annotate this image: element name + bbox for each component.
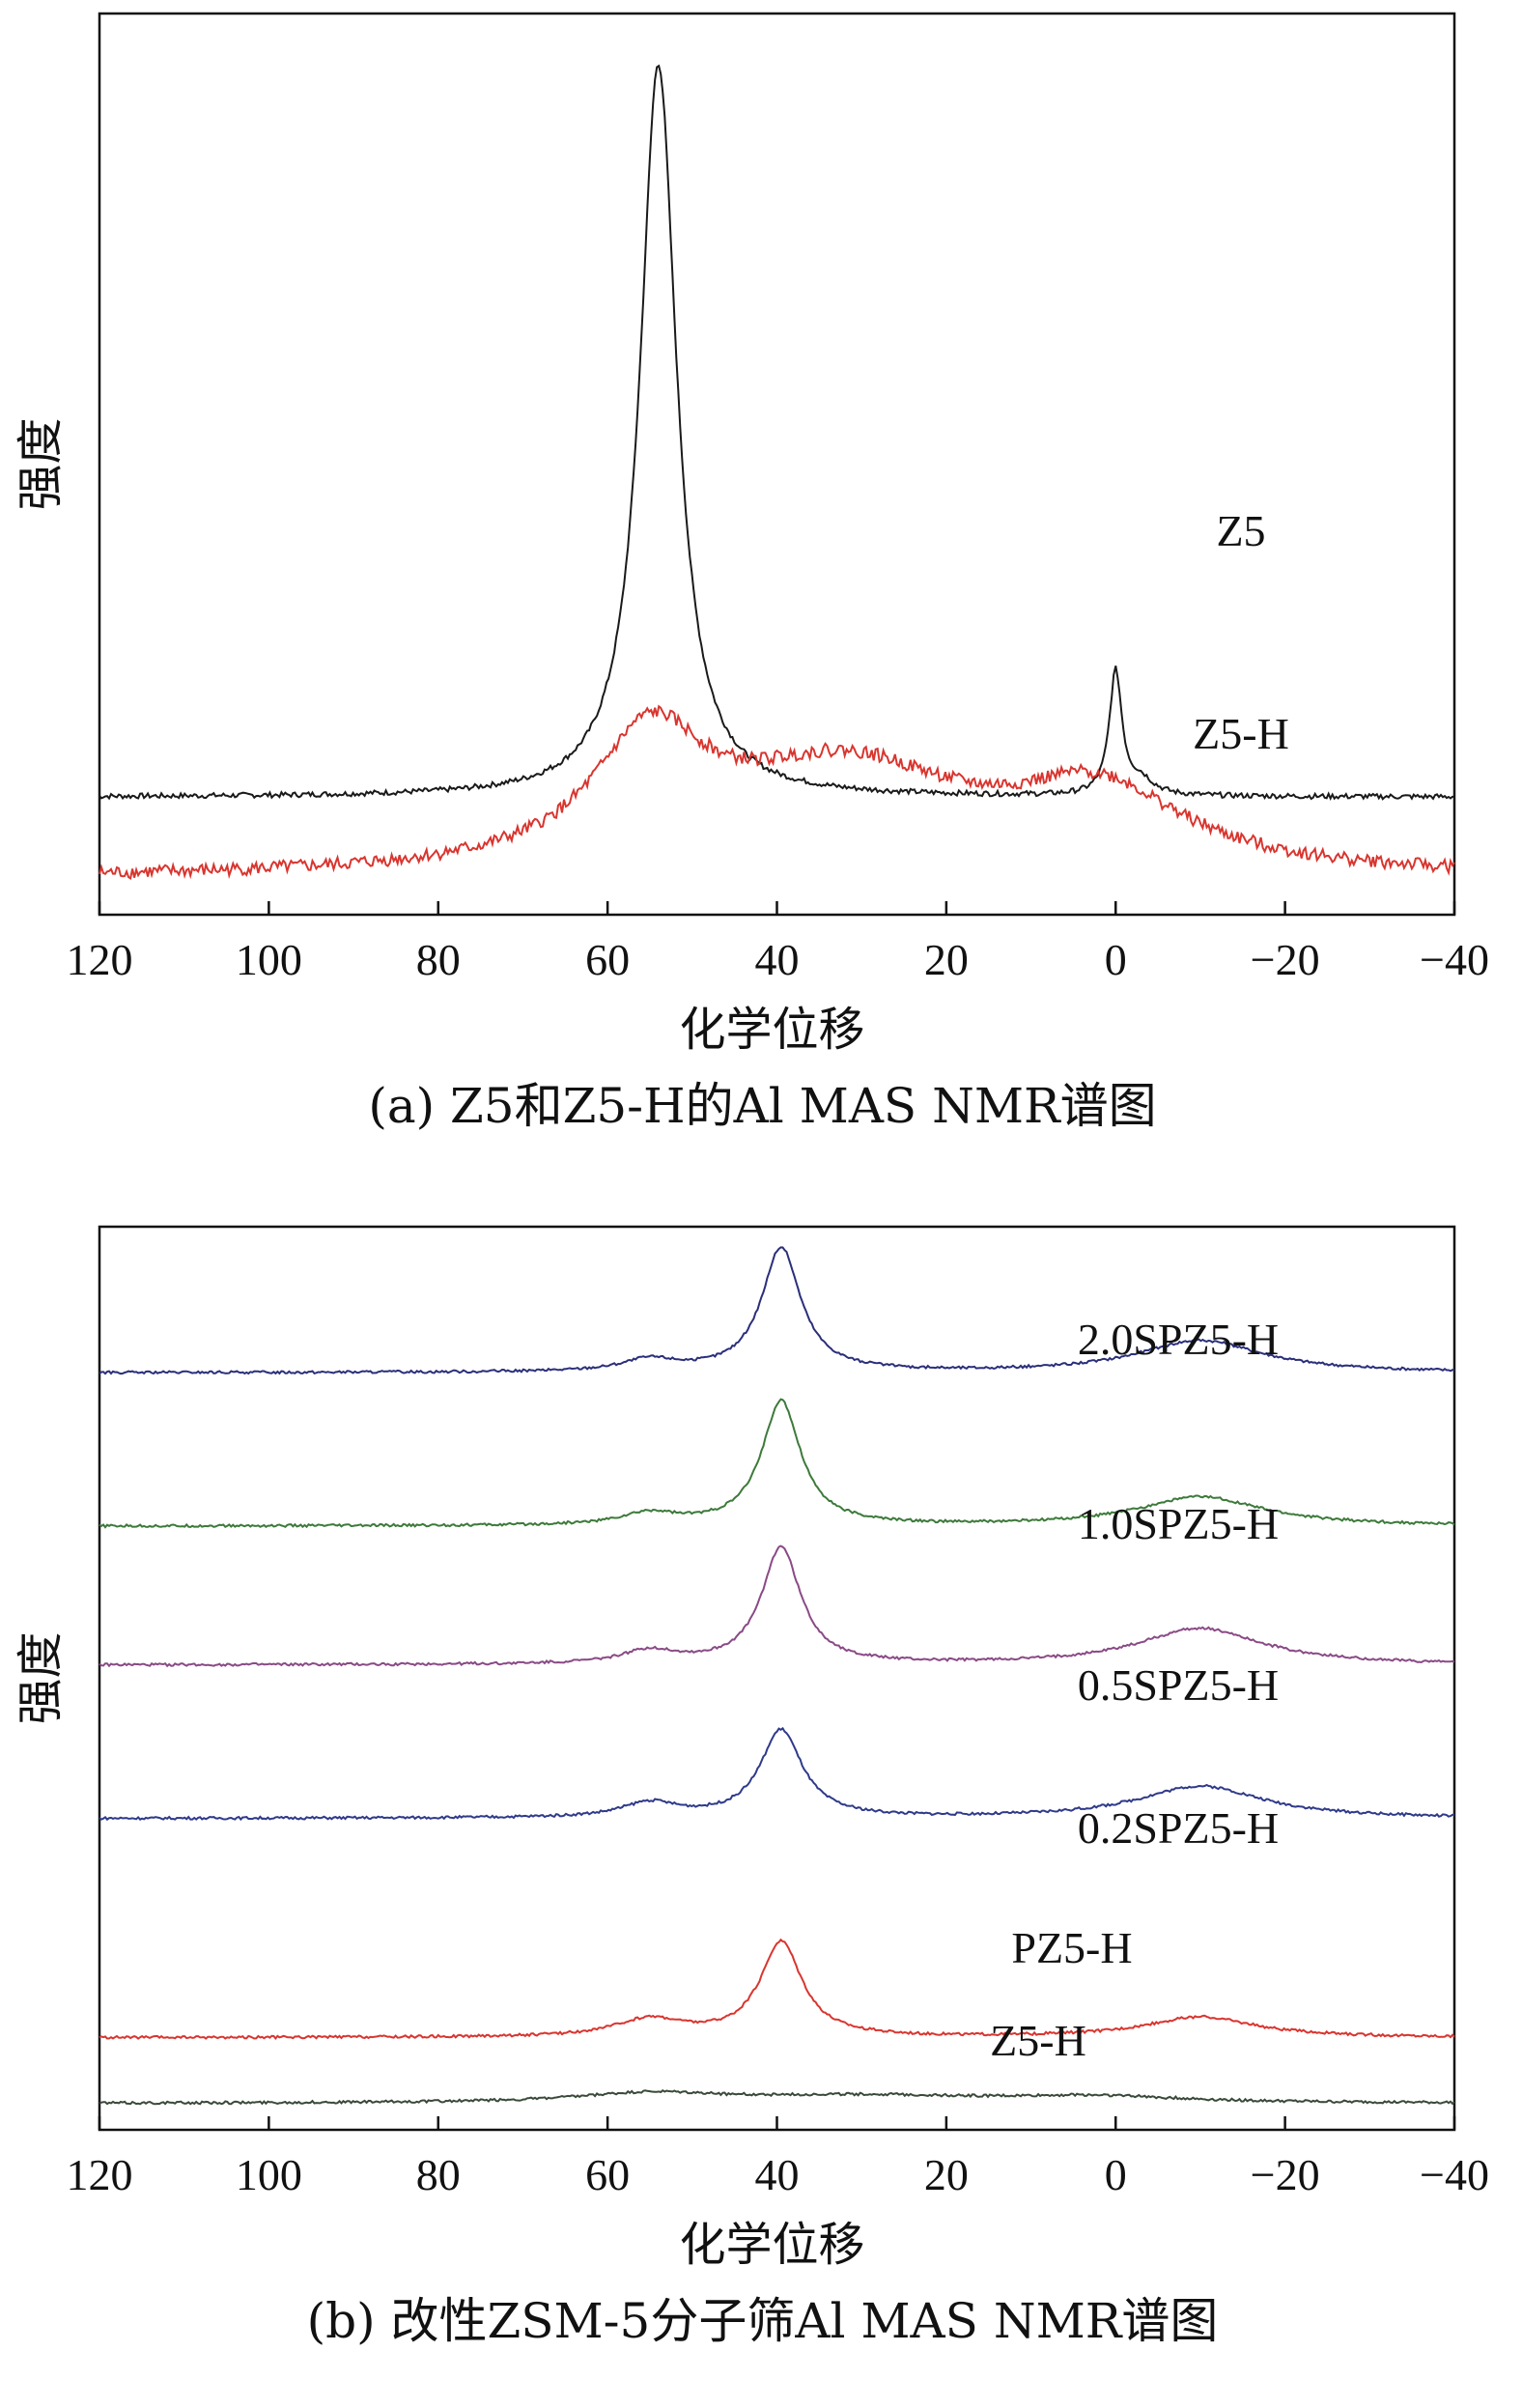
series-line-0.5SPZ5-H <box>99 1544 1455 1668</box>
series-line-2.0SPZ5-H <box>99 1246 1455 1375</box>
x-tick-label: 40 <box>755 2150 800 2199</box>
x-tick-label: 20 <box>924 935 969 984</box>
plot-frame-a <box>98 12 1456 917</box>
series-label: PZ5-H <box>1011 1923 1132 1972</box>
series-label: 2.0SPZ5-H <box>1078 1315 1279 1364</box>
series-line-0.2SPZ5-H <box>99 1726 1455 1822</box>
x-tick-label: 120 <box>67 2150 133 2199</box>
x-ticks-b: 120 100 80 60 40 20 0 −20 −40 <box>67 2116 1489 2199</box>
x-tick-label: 100 <box>236 2150 302 2199</box>
panel-b: 120 100 80 60 40 20 0 −20 −40 2.0SPZ5-H 1.0SPZ5-H… <box>14 1225 1489 2349</box>
series-line-PZ5-H <box>99 1938 1455 2040</box>
series-label: Z5-H <box>990 2016 1086 2065</box>
series-group-a: Z5 Z5-H <box>99 64 1455 881</box>
x-tick-label: −40 <box>1420 935 1489 984</box>
series-label: 1.0SPZ5-H <box>1078 1499 1279 1548</box>
y-axis-label-b: 强度 <box>14 1631 68 1724</box>
x-tick-label: 120 <box>67 935 133 984</box>
x-ticks-a: 120 100 80 60 40 20 0 −20 −40 <box>67 901 1489 984</box>
x-tick-label: −20 <box>1251 2150 1320 2199</box>
y-axis-label-a: 强度 <box>14 417 68 510</box>
x-axis-label-b: 化学位移 <box>679 2218 864 2272</box>
x-tick-label: 20 <box>924 2150 969 2199</box>
x-tick-label: 0 <box>1105 935 1127 984</box>
x-tick-label: 80 <box>416 2150 461 2199</box>
series-line-1.0SPZ5-H <box>99 1398 1455 1529</box>
x-tick-label: 40 <box>755 935 800 984</box>
x-tick-label: 100 <box>236 935 302 984</box>
x-tick-label: 60 <box>585 935 630 984</box>
series-line-Z5-H <box>99 704 1455 881</box>
series-line-Z5 <box>99 64 1455 802</box>
x-axis-label-a: 化学位移 <box>679 1003 864 1057</box>
x-tick-label: 0 <box>1105 2150 1127 2199</box>
series-label: Z5-H <box>1193 709 1289 758</box>
panel-a: 120 100 80 60 40 20 0 −20 −40 Z5 Z5-H 强度 化学位移 (a)… <box>14 12 1489 1134</box>
x-tick-label: 60 <box>585 2150 630 2199</box>
series-label: 0.5SPZ5-H <box>1078 1660 1279 1710</box>
caption-a: (a) Z5和Z5-H的Al MAS NMR谱图 <box>368 1078 1156 1134</box>
series-line-Z5-H <box>99 2088 1455 2106</box>
series-label: 0.2SPZ5-H <box>1078 1803 1279 1853</box>
series-label: Z5 <box>1216 506 1265 555</box>
x-tick-label: −40 <box>1420 2150 1489 2199</box>
caption-b: (b) 改性ZSM-5分子筛Al MAS NMR谱图 <box>307 2293 1219 2349</box>
x-tick-label: 80 <box>416 935 461 984</box>
series-group-b: 2.0SPZ5-H 1.0SPZ5-H 0.5SPZ5-H 0.2SPZ5-H PZ5-… <box>99 1246 1455 2106</box>
x-tick-label: −20 <box>1251 935 1320 984</box>
